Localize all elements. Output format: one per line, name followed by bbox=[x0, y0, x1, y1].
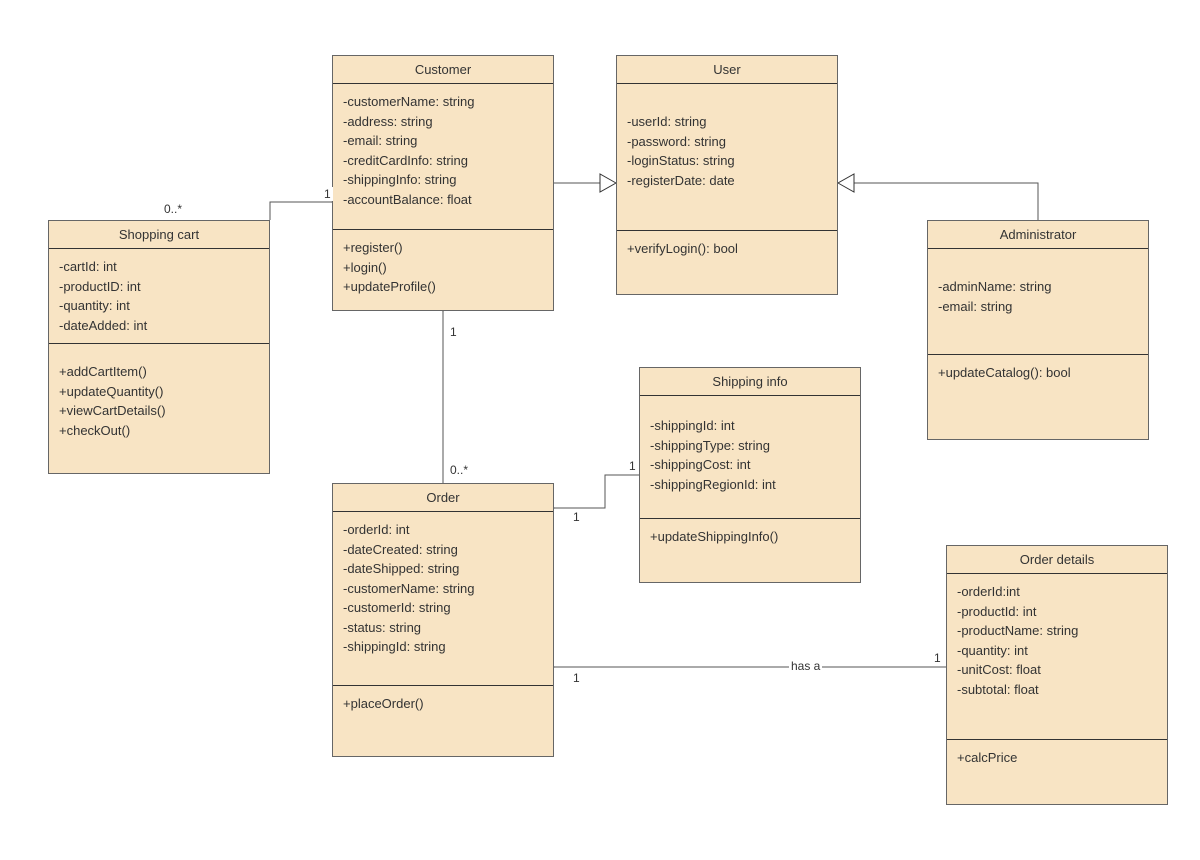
edge-label: 0..* bbox=[162, 202, 184, 216]
operation-line: +updateQuantity() bbox=[59, 382, 259, 402]
attribute-line: -shippingType: string bbox=[650, 436, 850, 456]
attribute-line: -dateCreated: string bbox=[343, 540, 543, 560]
attribute-line: -unitCost: float bbox=[957, 660, 1157, 680]
class-operations: +register()+login()+updateProfile() bbox=[333, 230, 553, 305]
class-attributes: -orderId: int-dateCreated: string-dateSh… bbox=[333, 512, 553, 686]
class-attributes: -orderId:int-productId: int-productName:… bbox=[947, 574, 1167, 740]
operation-line: +updateProfile() bbox=[343, 277, 543, 297]
edge-label: 1 bbox=[627, 459, 638, 473]
edge-order-shipping bbox=[554, 475, 639, 508]
operation-line: +placeOrder() bbox=[343, 694, 543, 714]
attribute-line: -registerDate: date bbox=[627, 171, 827, 191]
attribute-line: -cartId: int bbox=[59, 257, 259, 277]
inheritance-triangle-icon bbox=[600, 174, 616, 192]
class-operations: +placeOrder() bbox=[333, 686, 553, 722]
edge-label: has a bbox=[789, 659, 822, 673]
attribute-line: -creditCardInfo: string bbox=[343, 151, 543, 171]
inheritance-triangle-icon bbox=[838, 174, 854, 192]
attribute-line: -shippingId: string bbox=[343, 637, 543, 657]
class-name: Order bbox=[333, 484, 553, 512]
attribute-line: -email: string bbox=[343, 131, 543, 151]
class-shipping_info: Shipping info-shippingId: int-shippingTy… bbox=[639, 367, 861, 583]
class-operations: +updateShippingInfo() bbox=[640, 519, 860, 555]
class-attributes: -cartId: int-productID: int-quantity: in… bbox=[49, 249, 269, 344]
edge-cart-customer bbox=[270, 202, 332, 220]
class-customer: Customer-customerName: string-address: s… bbox=[332, 55, 554, 311]
attribute-line: -orderId:int bbox=[957, 582, 1157, 602]
class-name: Administrator bbox=[928, 221, 1148, 249]
attribute-line: -quantity: int bbox=[957, 641, 1157, 661]
attribute-line: -shippingInfo: string bbox=[343, 170, 543, 190]
operation-line: +login() bbox=[343, 258, 543, 278]
attribute-line: -password: string bbox=[627, 132, 827, 152]
attribute-line: -shippingId: int bbox=[650, 416, 850, 436]
class-name: Shipping info bbox=[640, 368, 860, 396]
attribute-line: -email: string bbox=[938, 297, 1138, 317]
class-attributes: -shippingId: int-shippingType: string-sh… bbox=[640, 396, 860, 519]
attribute-line: -customerId: string bbox=[343, 598, 543, 618]
attribute-line: -loginStatus: string bbox=[627, 151, 827, 171]
attribute-line: -shippingRegionId: int bbox=[650, 475, 850, 495]
class-administrator: Administrator-adminName: string-email: s… bbox=[927, 220, 1149, 440]
class-attributes: -customerName: string-address: string-em… bbox=[333, 84, 553, 230]
class-order: Order-orderId: int-dateCreated: string-d… bbox=[332, 483, 554, 757]
attribute-line: -customerName: string bbox=[343, 579, 543, 599]
class-name: Order details bbox=[947, 546, 1167, 574]
class-operations: +calcPrice bbox=[947, 740, 1167, 776]
attribute-line: -status: string bbox=[343, 618, 543, 638]
class-operations: +updateCatalog(): bool bbox=[928, 355, 1148, 391]
class-name: User bbox=[617, 56, 837, 84]
attribute-line: -accountBalance: float bbox=[343, 190, 543, 210]
operation-line: +updateShippingInfo() bbox=[650, 527, 850, 547]
attribute-line: -productId: int bbox=[957, 602, 1157, 622]
operation-line: +viewCartDetails() bbox=[59, 401, 259, 421]
class-order_details: Order details-orderId:int-productId: int… bbox=[946, 545, 1168, 805]
attribute-line: -quantity: int bbox=[59, 296, 259, 316]
edge-label: 1 bbox=[932, 651, 943, 665]
edge-label: 1 bbox=[448, 325, 459, 339]
class-attributes: -userId: string-password: string-loginSt… bbox=[617, 84, 837, 231]
operation-line: +checkOut() bbox=[59, 421, 259, 441]
class-name: Customer bbox=[333, 56, 553, 84]
class-name: Shopping cart bbox=[49, 221, 269, 249]
attribute-line: -subtotal: float bbox=[957, 680, 1157, 700]
attribute-line: -adminName: string bbox=[938, 277, 1138, 297]
operation-line: +register() bbox=[343, 238, 543, 258]
edge-label: 1 bbox=[322, 187, 333, 201]
attribute-line: -orderId: int bbox=[343, 520, 543, 540]
attribute-line: -dateShipped: string bbox=[343, 559, 543, 579]
edge-label: 0..* bbox=[448, 463, 470, 477]
class-attributes: -adminName: string-email: string bbox=[928, 249, 1148, 355]
attribute-line: -userId: string bbox=[627, 112, 827, 132]
attribute-line: -productName: string bbox=[957, 621, 1157, 641]
operation-line: +calcPrice bbox=[957, 748, 1157, 768]
operation-line: +verifyLogin(): bool bbox=[627, 239, 827, 259]
class-operations: +verifyLogin(): bool bbox=[617, 231, 837, 267]
class-user: User-userId: string-password: string-log… bbox=[616, 55, 838, 295]
edge-label: 1 bbox=[571, 671, 582, 685]
attribute-line: -address: string bbox=[343, 112, 543, 132]
attribute-line: -customerName: string bbox=[343, 92, 543, 112]
attribute-line: -shippingCost: int bbox=[650, 455, 850, 475]
attribute-line: -productID: int bbox=[59, 277, 259, 297]
operation-line: +addCartItem() bbox=[59, 362, 259, 382]
edge-label: 1 bbox=[571, 510, 582, 524]
operation-line: +updateCatalog(): bool bbox=[938, 363, 1138, 383]
class-operations: +addCartItem()+updateQuantity()+viewCart… bbox=[49, 344, 269, 448]
class-shopping_cart: Shopping cart-cartId: int-productID: int… bbox=[48, 220, 270, 474]
edge-admin-user-inherit bbox=[838, 183, 1038, 220]
attribute-line: -dateAdded: int bbox=[59, 316, 259, 336]
